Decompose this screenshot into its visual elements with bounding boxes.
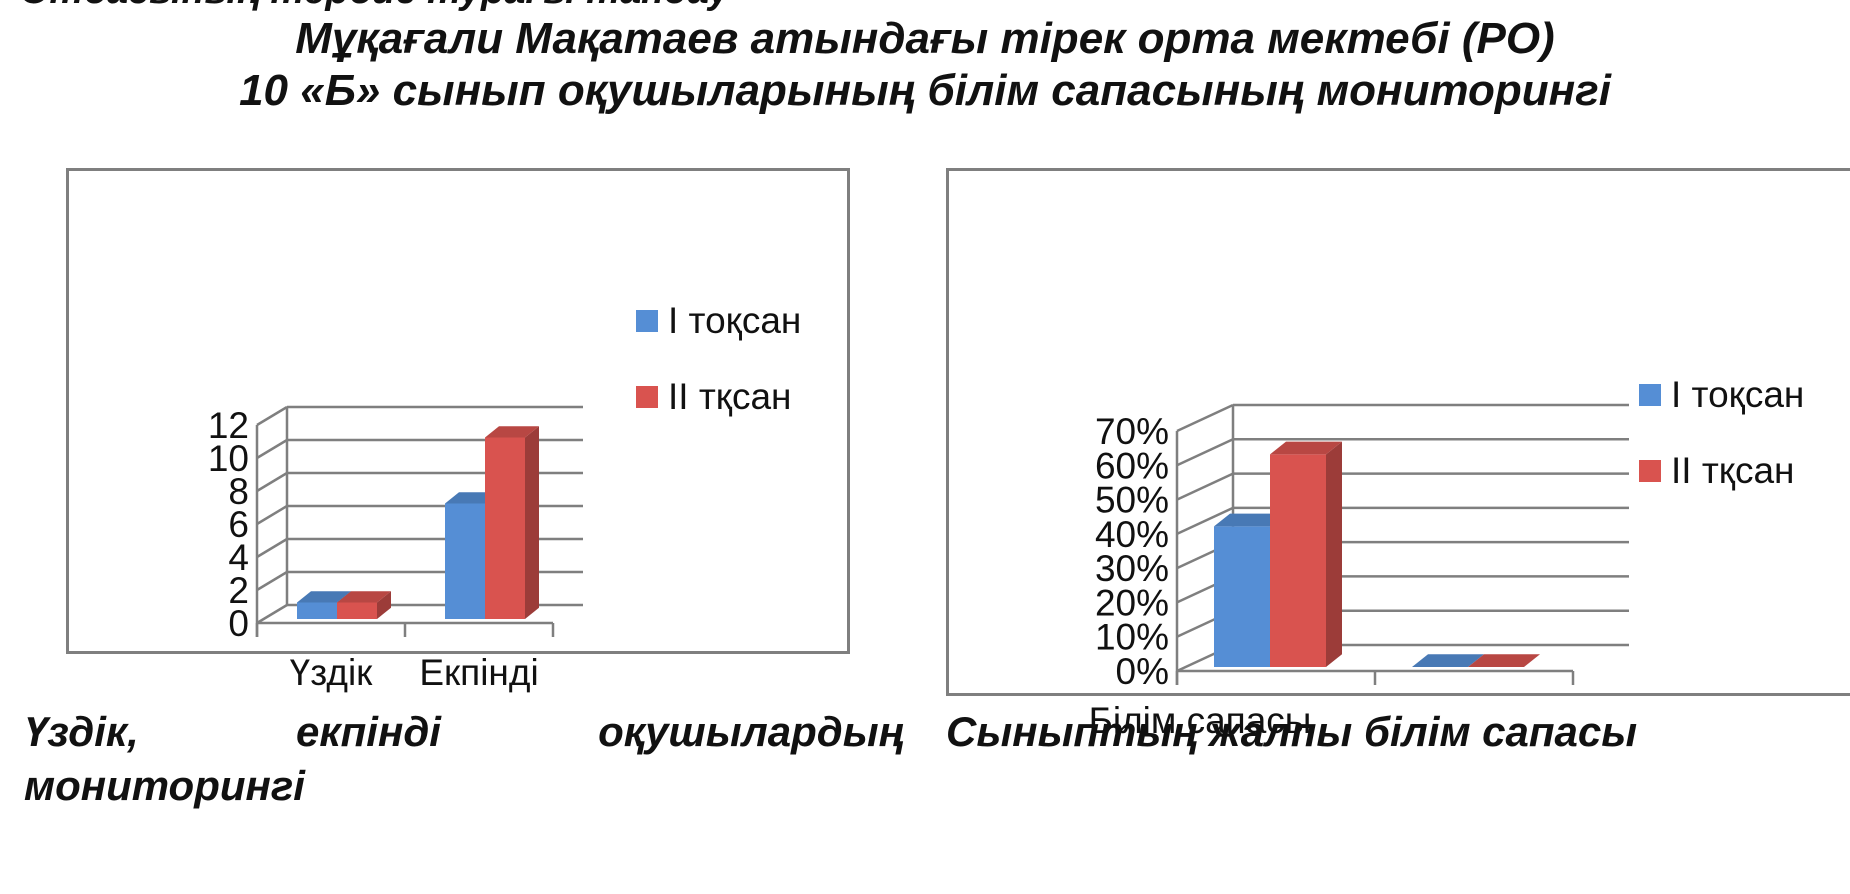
y-tick-label-0: 0 [228,603,249,644]
bar-front-s0-c0 [297,602,337,619]
page-title-line-2: 10 «Б» сынып оқушыларының білім сапасыны… [239,66,1611,115]
bar-top-s0-c0 [1214,513,1286,527]
chart-panel-class-quality: 0% 10% 20% 30% 40% 50% 60% 70% Білім сапасы I то… [946,168,1850,741]
caption-right: Сыныптың жалпы білім сапасы [946,708,1638,755]
x-category-label-1: Екпінді [419,652,538,693]
y-tick-label-5: 10 [208,438,249,479]
page-title-line-1: Мұқағали Мақатаев атындағы тірек орта ме… [295,14,1555,63]
bar-side-s1-c0 [377,591,391,619]
grid-diagonal-1 [256,570,288,592]
grid-diagonal-4 [1176,506,1234,535]
y-tick-label-2: 4 [228,537,249,578]
legend-swatch-series-1 [636,310,658,332]
caption-left-line-1: Үздік, екпінді оқушылардың [24,708,904,756]
cut-off-heading: Отбасының тәрбие турағы тандау [20,0,729,13]
legend-label-series-1: I тоқсан [668,300,802,341]
x-category-label-0: Білім сапасы [1089,700,1312,741]
y-tick-label-6: 60% [1095,445,1169,486]
grid-diagonal-3 [256,504,288,526]
y-tick-label-3: 30% [1095,548,1169,589]
bar-top-s0-c0 [297,591,351,603]
bar-top-s1-c1 [1468,654,1540,667]
caption-left-word-3: оқушылардың [598,708,904,755]
bar-top-s0-c1 [1412,654,1484,667]
caption-left-word-2: екпінді [295,708,441,755]
bar-side-s1-c1 [525,426,539,619]
legend-item-series-1: I тоқсан [1639,373,1804,417]
y-tick-label-1: 2 [228,570,249,611]
legend-left: I тоқсан II тқсан [636,299,801,451]
grid-diagonal-5 [256,438,288,460]
grid-diagonal-4 [256,471,288,493]
y-tick-label-0: 0% [1116,651,1169,692]
caption-left-word-1: Үздік, [24,708,139,755]
grid-diagonal-6 [1176,438,1234,467]
legend-item-series-1: I тоқсан [636,299,801,343]
bar-front-s1-c0 [337,602,377,619]
legend-item-series-2: II тқсан [636,375,801,419]
bar-front-s1-c1 [485,437,525,619]
y-tick-label-4: 8 [228,471,249,512]
legend-item-series-2: II тқсан [1639,449,1804,493]
grid-diagonal-7 [1176,403,1234,433]
y-tick-label-2: 20% [1095,582,1169,623]
legend-label-series-2: II тқсан [668,376,792,417]
caption-left-line-2: мониторингі [24,762,305,809]
legend-swatch-series-2 [1639,460,1661,482]
y-tick-label-1: 10% [1095,617,1169,658]
grid-diagonal-6 [256,405,288,427]
legend-label-series-1: I тоқсан [1671,374,1805,415]
chart-right-svg: 0%10%20%30%40%50%60%70% Білім сапасы [1089,403,1629,741]
y-tick-label-5: 50% [1095,480,1169,521]
bar-side-s1-c0 [1326,441,1342,667]
legend-swatch-series-1 [1639,384,1661,406]
bar-front-s1-c0 [1270,454,1326,667]
y-tick-label-6: 12 [208,405,249,446]
y-tick-label-7: 70% [1095,411,1169,452]
x-category-label-0: Үздік [290,652,374,693]
bar-top-s1-c1 [485,426,539,438]
grid-diagonal-2 [256,537,288,559]
grid-diagonal-5 [1176,472,1234,501]
legend-swatch-series-2 [636,386,658,408]
bar-top-s1-c0 [337,591,391,603]
y-tick-label-4: 40% [1095,514,1169,555]
grid-diagonal-0 [256,603,288,625]
chart-panel-excellent-students: 0 2 4 6 8 10 12 Үздік Екпінді I тоқсан II тқсан [66,168,850,693]
legend-right: I тоқсан II тқсан [1639,373,1804,525]
legend-label-series-2: II тқсан [1671,450,1795,491]
bar-front-s0-c1 [445,503,485,619]
y-tick-label-3: 6 [228,504,249,545]
bar-front-s0-c0 [1214,526,1270,667]
bar-top-s1-c0 [1270,441,1342,455]
